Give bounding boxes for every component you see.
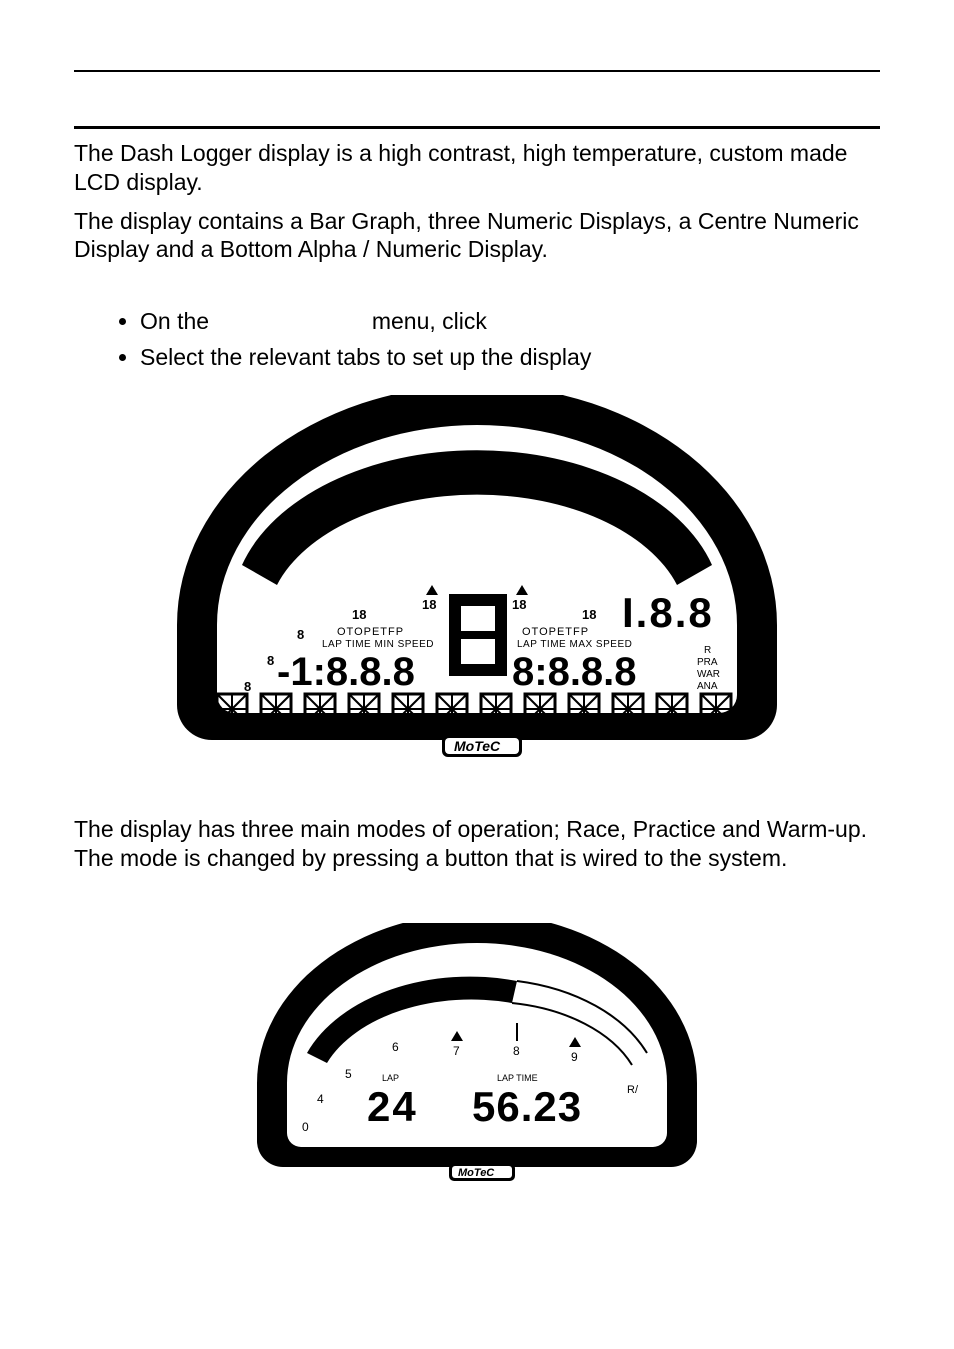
dash2-side-r: R/ — [627, 1084, 639, 1096]
dash2-tick-4: 4 — [317, 1092, 324, 1106]
dash1-tick-18a: 18 — [422, 597, 436, 612]
dash2-brand: MoTeC — [458, 1167, 495, 1179]
dash1-tick-18b: 18 — [512, 597, 526, 612]
dash2-lap-label: LAP — [382, 1073, 399, 1083]
paragraph-intro-1: The Dash Logger display is a high contra… — [74, 139, 880, 197]
dash-svg-1: 18 18 18 18 8 8 8 I.8.8 OTOPETFP LAP TIM… — [122, 395, 832, 775]
dash1-left-num: -1:8.8.8 — [277, 650, 415, 694]
bullet-2: Select the relevant tabs to set up the d… — [140, 340, 880, 376]
dash1-brand-badge: MoTeC — [442, 735, 522, 757]
dash2-tick-6: 6 — [392, 1040, 399, 1054]
dash2-tick-8: 8 — [513, 1044, 520, 1058]
bullet-list: On the menu, click Select the relevant t… — [74, 304, 880, 375]
paragraph-modes: The display has three main modes of oper… — [74, 815, 880, 873]
dash1-side-r: R — [704, 645, 711, 656]
dash1-tick-8b: 8 — [267, 653, 274, 668]
dash2-tick-7: 7 — [453, 1044, 460, 1058]
dash2-brand-badge: MoTeC — [449, 1163, 515, 1181]
dash1-right-legend: OTOPETFP — [522, 626, 589, 638]
dash1-tick-8c: 8 — [244, 679, 251, 694]
dash-graphic-2: 0 4 5 6 7 8 9 LAP 24 LAP TIME 56.23 R/ — [74, 923, 880, 1193]
dash-svg-2: 0 4 5 6 7 8 9 LAP 24 LAP TIME 56.23 R/ — [217, 923, 737, 1193]
section-rule-1 — [74, 126, 880, 129]
bullet-1-post: menu, click — [372, 308, 487, 334]
dash1-tick-18c: 18 — [352, 607, 366, 622]
dash-graphic-1: 18 18 18 18 8 8 8 I.8.8 OTOPETFP LAP TIM… — [74, 395, 880, 775]
dash2-tick-9: 9 — [571, 1050, 578, 1064]
dash1-tick-18d: 18 — [582, 607, 596, 622]
bullet-1: On the menu, click — [140, 304, 880, 340]
dash1-side-ana: ANA — [697, 681, 718, 692]
top-rule — [74, 70, 880, 72]
dash1-left-sub: LAP TIME MIN SPEED — [322, 639, 434, 650]
page: The Dash Logger display is a high contra… — [0, 0, 954, 1349]
dash1-tick-8a: 8 — [297, 627, 304, 642]
dash1-side-war: WAR — [697, 669, 720, 680]
paragraph-intro-2: The display contains a Bar Graph, three … — [74, 207, 880, 265]
dash1-top-digits: I.8.8 — [622, 589, 714, 636]
dash2-laptime-value: 56.23 — [472, 1083, 582, 1130]
dash2-tick-0: 0 — [302, 1120, 309, 1134]
dash1-side-pra: PRA — [697, 657, 718, 668]
dash1-right-num: 8:8.8.8 — [512, 650, 637, 694]
dash2-lap-value: 24 — [367, 1083, 418, 1130]
bullet-1-pre: On the — [140, 308, 209, 334]
dash1-brand: MoTeC — [454, 738, 501, 754]
dash1-left-legend: OTOPETFP — [337, 626, 404, 638]
dash2-tick-5: 5 — [345, 1067, 352, 1081]
dash1-right-sub: LAP TIME MAX SPEED — [517, 639, 632, 650]
dash2-laptime-label: LAP TIME — [497, 1073, 538, 1083]
